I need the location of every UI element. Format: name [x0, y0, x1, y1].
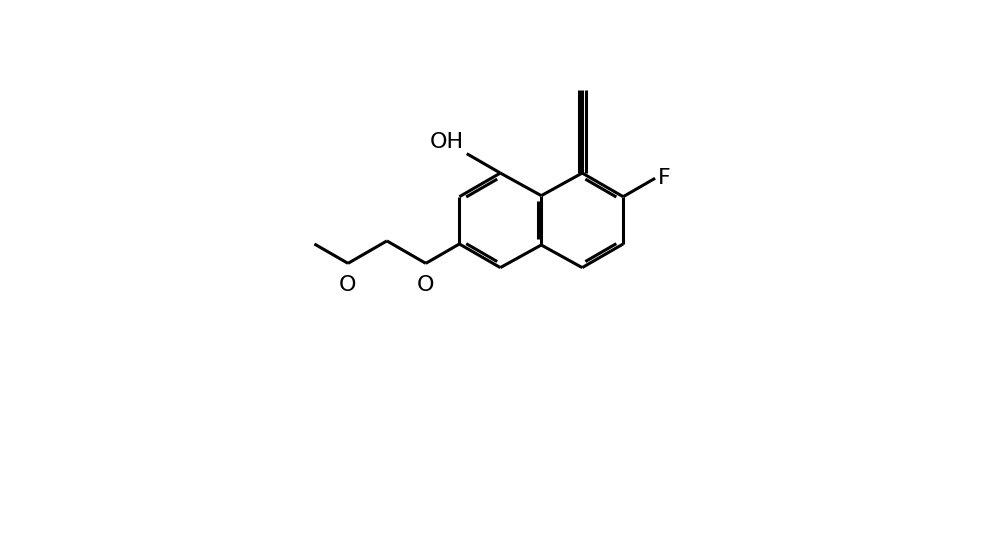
Text: O: O — [339, 275, 356, 295]
Text: OH: OH — [429, 131, 463, 152]
Text: O: O — [416, 275, 434, 295]
Text: F: F — [657, 168, 670, 189]
